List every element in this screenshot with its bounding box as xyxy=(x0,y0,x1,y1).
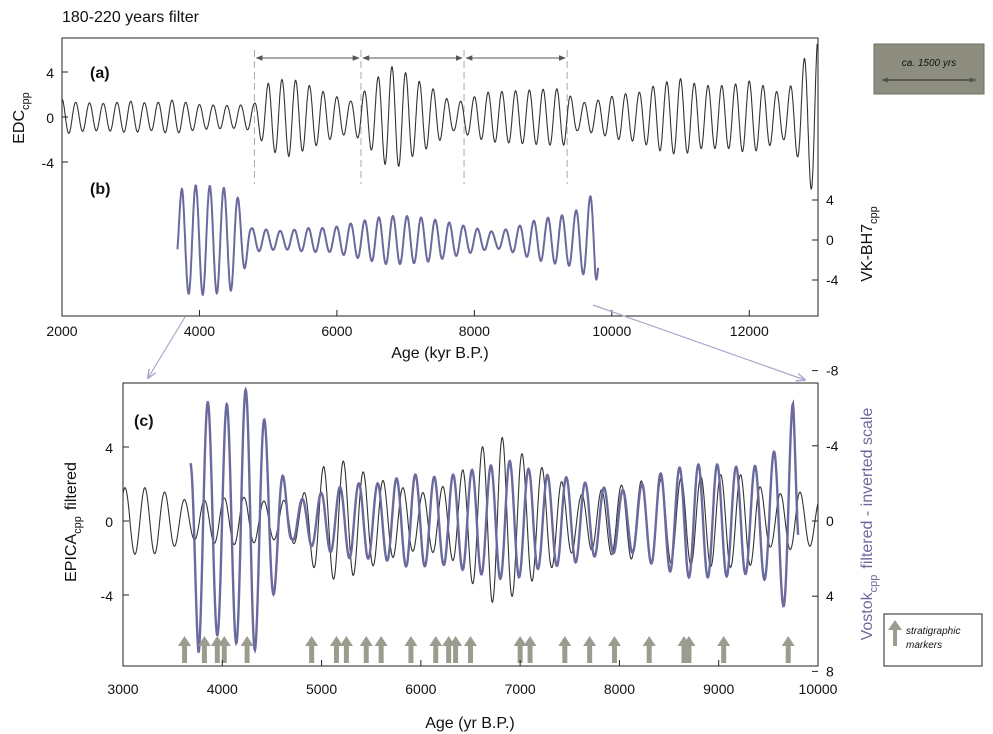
panel-c-right-ytick: 0 xyxy=(826,513,834,529)
bottom-plot-frame xyxy=(122,382,819,667)
panel-a-ytick: -4 xyxy=(42,155,55,171)
panel-a-ytick: 4 xyxy=(46,65,54,81)
top-x-tick-label: 8000 xyxy=(459,323,490,339)
top-x-axis-label: Age (kyr B.P.) xyxy=(391,345,489,362)
stratigraphic-marker-arrow xyxy=(305,636,319,663)
interval-annotation-text: ca. 1500 yrs xyxy=(902,58,956,69)
stratigraphic-marker-arrow xyxy=(523,636,537,663)
stratigraphic-marker-arrow xyxy=(449,636,463,663)
stratigraphic-marker-arrow xyxy=(240,636,254,663)
top-x-tick-label: 12000 xyxy=(730,323,769,339)
bottom-x-ticks: 3000 4000 5000 6000 7000 8000 9000 10000 xyxy=(107,660,838,697)
panel-c-right-ylabel: Vostokcppfiltered - inverted scale xyxy=(859,408,880,641)
panel-c-left-yticks: 4 0 -4 xyxy=(101,440,129,604)
top-x-tick-label: 4000 xyxy=(184,323,215,339)
panel-b-ytick: 4 xyxy=(826,192,834,208)
panel-a-ytick: 0 xyxy=(46,110,54,126)
stratigraphic-marker-arrow xyxy=(781,636,795,663)
legend-note-line2: markers xyxy=(906,640,942,651)
markers-legend: stratigraphic markers xyxy=(883,613,983,667)
stratigraphic-marker-arrow xyxy=(359,636,373,663)
stratigraphic-marker-arrow xyxy=(464,636,477,663)
stratigraphic-marker-arrow xyxy=(558,636,572,663)
panel-c-right-yticks: -8 -4 0 4 8 xyxy=(812,363,839,679)
bottom-x-tick-label: 5000 xyxy=(306,681,337,697)
stratigraphic-marker-arrow xyxy=(607,636,621,663)
stratigraphic-marker-arrow xyxy=(513,636,527,663)
panel-a-ylabel: EDCcpp xyxy=(11,92,32,144)
bottom-x-tick-label: 8000 xyxy=(604,681,635,697)
vk-bh7-series-line xyxy=(176,184,600,297)
panel-b-label: (b) xyxy=(90,181,110,198)
stratigraphic-markers xyxy=(178,636,795,663)
panel-c-right-ytick: -4 xyxy=(826,438,839,454)
panel-c-label: (c) xyxy=(134,413,154,430)
stratigraphic-marker-arrow xyxy=(583,636,597,663)
bottom-x-tick-label: 9000 xyxy=(703,681,734,697)
stratigraphic-marker-arrow xyxy=(178,636,192,663)
interval-markers xyxy=(253,50,568,184)
legend-note-line1: stratigraphic xyxy=(906,626,960,637)
panel-c-left-ytick: -4 xyxy=(101,588,114,604)
stratigraphic-marker-arrow xyxy=(642,636,656,663)
bottom-x-tick-label: 6000 xyxy=(405,681,436,697)
stratigraphic-marker-arrow xyxy=(217,636,231,663)
stratigraphic-marker-arrow xyxy=(374,636,388,663)
panel-c-left-ytick: 4 xyxy=(105,440,113,456)
interval-annotation-box: ca. 1500 yrs xyxy=(873,43,985,95)
panel-b-yticks: 4 0 -4 xyxy=(812,192,839,288)
panel-c-right-ytick: 4 xyxy=(826,588,834,604)
stratigraphic-marker-arrow xyxy=(404,636,418,663)
zoom-connector-left xyxy=(148,316,186,378)
stratigraphic-marker-arrow xyxy=(682,636,696,663)
panel-b-ytick: 0 xyxy=(826,232,834,248)
stratigraphic-marker-arrow xyxy=(429,636,443,663)
stratigraphic-marker-arrow xyxy=(339,636,353,663)
top-x-tick-label: 6000 xyxy=(321,323,352,339)
top-x-tick-label: 2000 xyxy=(46,323,77,339)
stratigraphic-marker-arrow xyxy=(329,636,343,663)
stratigraphic-marker-arrow xyxy=(717,636,731,663)
panel-c-right-ytick: 8 xyxy=(826,663,834,679)
bottom-x-tick-label: 4000 xyxy=(207,681,238,697)
panel-c-right-ytick: -8 xyxy=(826,363,839,379)
panel-a-label: (a) xyxy=(90,65,110,82)
filter-title: 180-220 years filter xyxy=(62,9,200,26)
panel-b-ylabel: VK-BH7cpp xyxy=(859,206,880,282)
panel-a-yticks: 4 0 -4 xyxy=(42,65,68,171)
top-x-ticks: 2000 4000 6000 8000 10000 12000 xyxy=(46,310,769,339)
panel-c-left-ylabel: EPICAcppfiltered xyxy=(63,462,84,582)
marker-arrow-icon xyxy=(888,620,902,646)
panel-b-ytick: -4 xyxy=(826,272,839,288)
vostok-series-line xyxy=(189,386,800,654)
bottom-x-axis-label: Age (yr B.P.) xyxy=(425,715,515,732)
top-x-tick-label: 10000 xyxy=(592,323,631,339)
panel-c-left-ytick: 0 xyxy=(105,514,113,530)
top-plot-frame xyxy=(61,37,819,317)
edc-series-line xyxy=(61,43,818,190)
bottom-x-tick-label: 10000 xyxy=(799,681,838,697)
stratigraphic-marker-arrow xyxy=(197,636,211,663)
zoom-connector-right xyxy=(592,304,805,380)
epica-series-line xyxy=(122,436,819,604)
bottom-x-tick-label: 3000 xyxy=(107,681,138,697)
bottom-x-tick-label: 7000 xyxy=(505,681,536,697)
